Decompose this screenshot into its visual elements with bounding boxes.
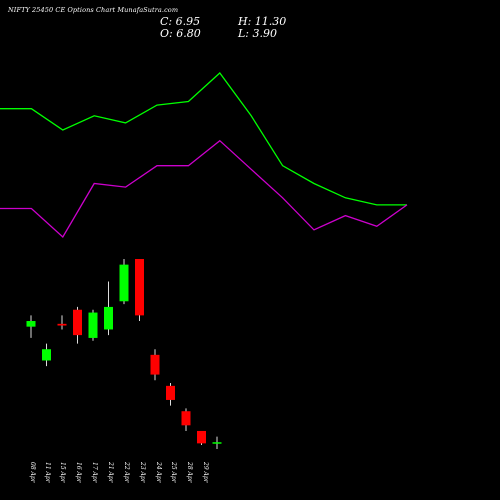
chart-title: NIFTY 25450 CE Options Chart MunafaSutra… xyxy=(8,6,179,14)
candle-body xyxy=(212,442,222,444)
candle-body xyxy=(166,385,175,400)
open-price-label: O: 6.80 xyxy=(160,27,201,40)
lower-band-line xyxy=(0,139,408,239)
x-tick-label: 23 Apr xyxy=(139,461,146,484)
close-price-label: C: 6.95 xyxy=(160,15,201,28)
x-tick-label: 11 Apr xyxy=(44,462,51,484)
candle-body xyxy=(135,259,144,316)
candle-body xyxy=(119,264,129,302)
candle-body xyxy=(73,309,82,336)
x-tick-label: 08 Apr xyxy=(29,462,36,484)
x-tick-label: 25 Apr xyxy=(170,461,177,484)
x-tick-label: 15 Apr xyxy=(59,462,66,484)
x-tick-label: 28 Apr xyxy=(186,461,193,484)
upper-band-line xyxy=(0,72,407,206)
high-price-label: H: 11.30 xyxy=(238,15,287,28)
candle-body xyxy=(197,430,206,444)
candle-body xyxy=(57,323,67,326)
low-price-label: L: 3.90 xyxy=(238,27,277,40)
x-tick-label: 24 Apr xyxy=(155,461,162,484)
x-tick-label: 21 Apr xyxy=(107,461,114,484)
candle-body xyxy=(88,312,98,338)
x-tick-label: 29 Apr xyxy=(202,461,209,484)
x-tick-label: 16 Apr xyxy=(75,462,82,484)
x-tick-label: 22 Apr xyxy=(123,461,130,484)
candle-body xyxy=(104,306,113,330)
candle-body xyxy=(150,354,160,375)
candle-body xyxy=(181,411,191,426)
candle-body xyxy=(26,321,36,327)
candle-body xyxy=(42,349,51,361)
x-tick-label: 17 Apr xyxy=(91,462,98,484)
